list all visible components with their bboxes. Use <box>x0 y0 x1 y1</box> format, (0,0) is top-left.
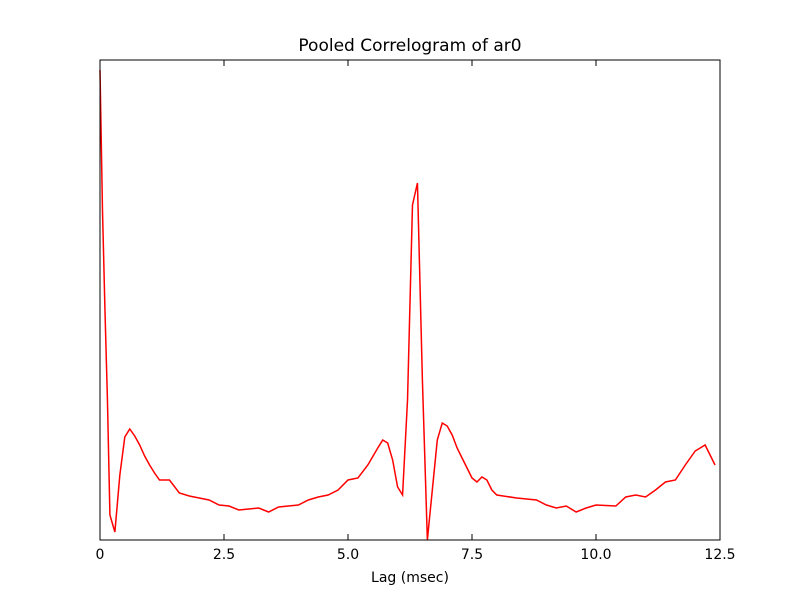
x-tick-label: 12.5 <box>704 547 735 563</box>
x-tick-label: 5.0 <box>337 547 359 563</box>
chart-title: Pooled Correlogram of ar0 <box>298 36 521 56</box>
data-line <box>99 69 716 541</box>
x-tick-label: 7.5 <box>461 547 483 563</box>
x-tick-label: 2.5 <box>213 547 235 563</box>
x-axis-label: Lag (msec) <box>371 570 449 586</box>
plot-frame <box>99 59 721 541</box>
x-tick-label: 0 <box>96 547 105 563</box>
x-tick-label: 10.0 <box>580 547 611 563</box>
